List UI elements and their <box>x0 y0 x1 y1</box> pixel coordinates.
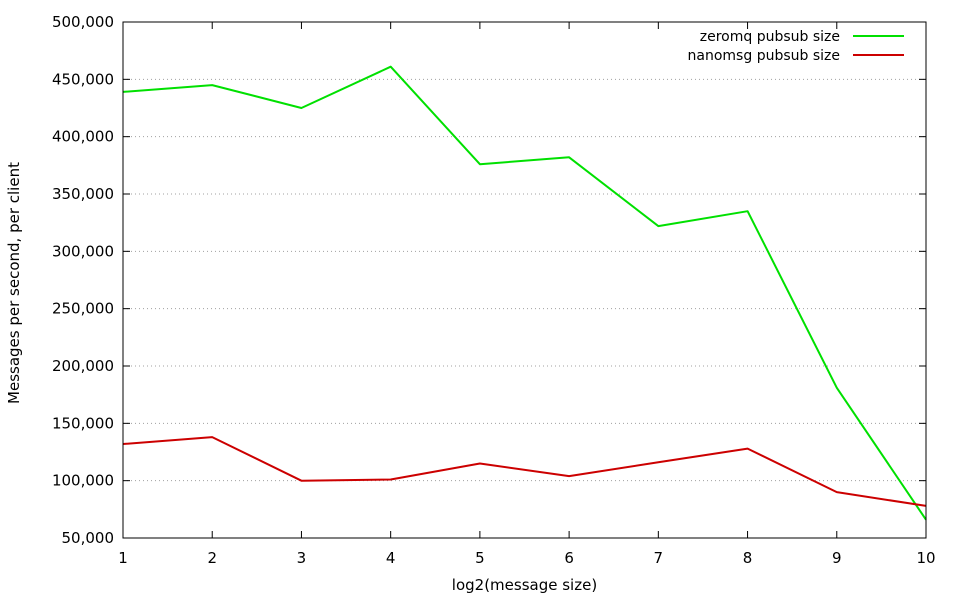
x-tick-label: 9 <box>832 549 842 567</box>
x-tick-label: 5 <box>475 549 485 567</box>
x-tick-label: 10 <box>916 549 935 567</box>
y-tick-label: 250,000 <box>52 300 114 318</box>
data-point <box>300 480 302 482</box>
y-tick-label: 200,000 <box>52 357 114 375</box>
y-tick-labels: 50,000 100,000 150,000 200,000 250,000 300,00… <box>52 13 114 547</box>
data-point <box>657 225 659 227</box>
legend-label: nanomsg pubsub size <box>688 48 840 64</box>
series-line-zeromq <box>122 65 927 521</box>
legend-label: zeromq pubsub size <box>700 29 840 45</box>
data-point <box>300 107 302 109</box>
y-axis-label: Messages per second, per client <box>5 162 23 404</box>
plot-frame <box>122 21 927 539</box>
x-tick-label: 2 <box>207 549 217 567</box>
data-point <box>390 479 392 481</box>
data-point <box>836 491 838 493</box>
x-axis-label: log2(message size) <box>452 576 597 594</box>
series-line-nanomsg <box>122 436 927 507</box>
data-point <box>211 84 213 86</box>
x-tick-label: 3 <box>297 549 307 567</box>
data-point <box>747 210 749 212</box>
x-tick-label: 6 <box>564 549 574 567</box>
y-tick-label: 150,000 <box>52 414 114 432</box>
data-point <box>657 461 659 463</box>
x-tick-label: 4 <box>386 549 396 567</box>
series-lines <box>122 65 927 521</box>
y-gridlines <box>123 78 926 482</box>
data-point <box>479 163 481 165</box>
data-point <box>568 156 570 158</box>
y-tick-label: 350,000 <box>52 185 114 203</box>
data-point <box>747 448 749 450</box>
x-tick-label: 8 <box>743 549 753 567</box>
y-tick-label: 450,000 <box>52 70 114 88</box>
y-tick-label: 500,000 <box>52 13 114 31</box>
data-point <box>568 475 570 477</box>
x-tick-label: 7 <box>654 549 664 567</box>
x-tick-labels: 1 2 3 4 5 6 7 8 9 10 <box>118 549 935 567</box>
y-tick-label: 400,000 <box>52 128 114 146</box>
data-point <box>479 462 481 464</box>
axis-ticks <box>122 21 927 539</box>
y-tick-label: 50,000 <box>62 529 115 547</box>
data-point <box>836 387 838 389</box>
x-tick-label: 1 <box>118 549 128 567</box>
y-tick-label: 300,000 <box>52 242 114 260</box>
data-point <box>211 436 213 438</box>
y-tick-label: 100,000 <box>52 472 114 490</box>
legend: zeromq pubsub size nanomsg pubsub size <box>688 29 904 64</box>
data-point <box>390 66 392 68</box>
